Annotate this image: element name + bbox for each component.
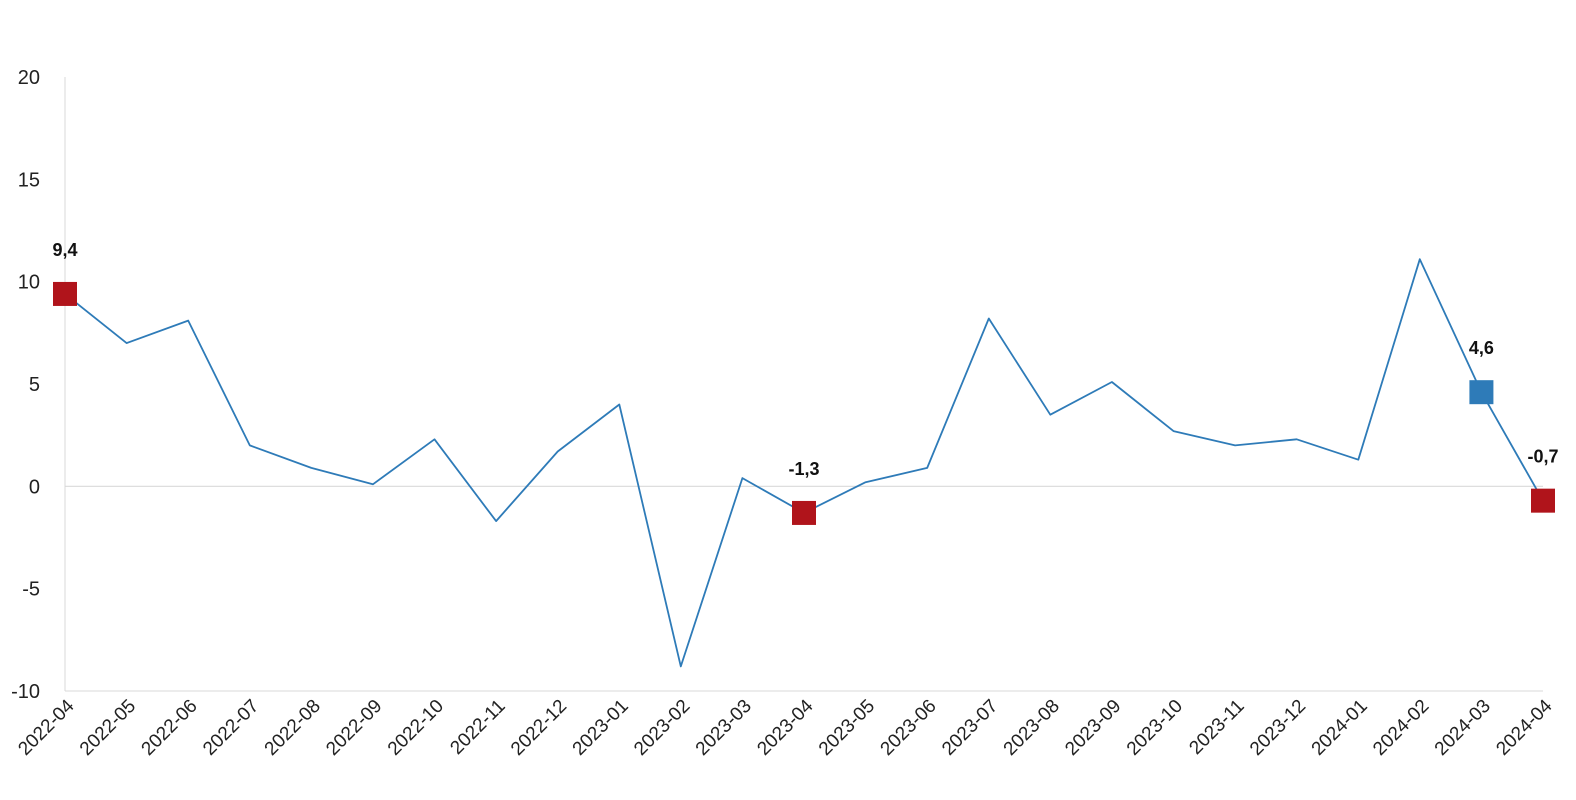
data-label: -0,7 <box>1527 447 1558 467</box>
x-tick-label: 2022-07 <box>199 696 263 760</box>
highlight-marker <box>792 500 816 525</box>
y-tick-label: -10 <box>11 681 40 703</box>
y-tick-label: 20 <box>18 67 40 89</box>
data-labels: 9,4 -1,3 4,6 -0,7 <box>52 240 1558 479</box>
highlight-markers <box>53 281 1555 525</box>
y-tick-label: 5 <box>29 374 40 396</box>
x-tick-label: 2023-08 <box>1000 696 1064 760</box>
x-tick-label: 2022-06 <box>138 696 202 760</box>
x-tick-label: 2022-04 <box>14 695 78 759</box>
x-tick-label: 2024-04 <box>1492 695 1556 759</box>
x-tick-label: 2023-03 <box>692 696 756 760</box>
highlight-marker <box>1531 488 1555 513</box>
x-tick-label: 2023-06 <box>877 696 941 760</box>
x-tick-label: 2022-05 <box>76 696 140 760</box>
data-label: 9,4 <box>52 240 77 260</box>
y-tick-label: 10 <box>18 272 40 294</box>
y-tick-label: 15 <box>18 169 40 191</box>
x-tick-label: 2024-01 <box>1308 696 1372 760</box>
x-tick-label: 2024-02 <box>1369 696 1433 760</box>
highlight-marker <box>1469 380 1494 405</box>
x-tick-label: 2023-10 <box>1123 696 1187 760</box>
y-tick-label: -5 <box>22 579 40 601</box>
x-axis-ticks: 2022-042022-052022-062022-072022-082022-… <box>14 695 1556 759</box>
x-tick-label: 2023-05 <box>815 696 879 760</box>
x-tick-label: 2023-01 <box>569 696 633 760</box>
x-tick-label: 2022-10 <box>384 696 448 760</box>
data-label: -1,3 <box>788 459 819 479</box>
data-label: 4,6 <box>1469 338 1494 358</box>
x-tick-label: 2022-11 <box>446 696 509 759</box>
y-axis-ticks: -10 -5 0 5 10 15 20 <box>11 67 40 703</box>
x-tick-label: 2023-02 <box>630 696 694 760</box>
x-tick-label: 2022-09 <box>322 696 386 760</box>
x-tick-label: 2023-07 <box>938 696 1002 760</box>
x-tick-label: 2024-03 <box>1431 696 1495 760</box>
x-tick-label: 2022-12 <box>507 696 571 760</box>
highlight-marker <box>53 281 77 306</box>
x-tick-label: 2023-09 <box>1061 696 1125 760</box>
x-tick-label: 2023-11 <box>1185 696 1248 759</box>
y-tick-label: 0 <box>29 476 40 498</box>
x-tick-label: 2023-04 <box>753 695 817 759</box>
chart-axes <box>64 77 1543 692</box>
x-tick-label: 2023-12 <box>1246 696 1310 760</box>
x-tick-label: 2022-08 <box>261 696 325 760</box>
